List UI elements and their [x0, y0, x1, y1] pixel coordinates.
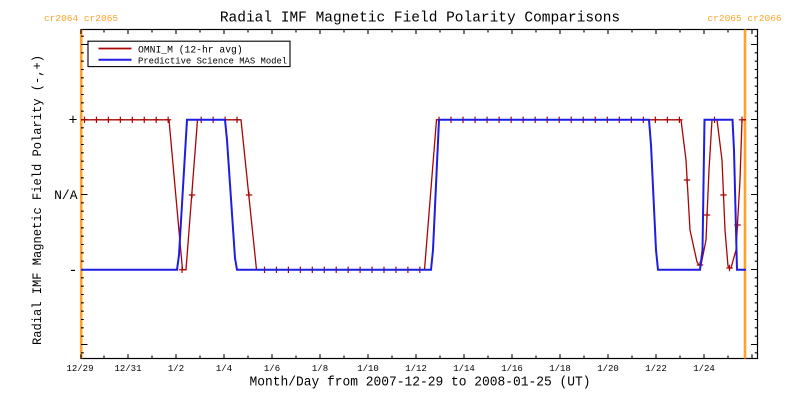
svg-text:cr2064 cr2065: cr2064 cr2065: [44, 13, 118, 24]
svg-text:N/A: N/A: [54, 188, 78, 203]
svg-text:1/12: 1/12: [405, 364, 427, 374]
svg-text:1/20: 1/20: [597, 364, 619, 374]
svg-text:Radial IMF Magnetic Field Pola: Radial IMF Magnetic Field Polarity (-,+): [31, 55, 45, 345]
svg-text:12/31: 12/31: [114, 364, 141, 374]
svg-text:1/10: 1/10: [357, 364, 379, 374]
svg-text:1/24: 1/24: [693, 364, 715, 374]
svg-text:Predictive Science MAS Model: Predictive Science MAS Model: [138, 57, 287, 67]
svg-text:1/22: 1/22: [645, 364, 667, 374]
svg-text:1/4: 1/4: [216, 364, 232, 374]
svg-text:OMNI_M (12-hr avg): OMNI_M (12-hr avg): [138, 45, 243, 56]
svg-text:Radial IMF Magnetic Field Pola: Radial IMF Magnetic Field Polarity Compa…: [220, 11, 620, 27]
svg-text:-: -: [68, 262, 77, 279]
svg-text:+: +: [68, 112, 77, 129]
svg-text:1/8: 1/8: [312, 364, 328, 374]
svg-text:1/18: 1/18: [549, 364, 571, 374]
svg-text:12/29: 12/29: [66, 364, 93, 374]
svg-text:cr2065 cr2066: cr2065 cr2066: [708, 13, 782, 24]
svg-text:Month/Day from 2007-12-29 to 2: Month/Day from 2007-12-29 to 2008-01-25 …: [250, 374, 591, 389]
svg-text:1/2: 1/2: [168, 364, 184, 374]
svg-text:1/6: 1/6: [264, 364, 280, 374]
svg-text:1/14: 1/14: [453, 364, 475, 374]
svg-text:1/16: 1/16: [501, 364, 523, 374]
